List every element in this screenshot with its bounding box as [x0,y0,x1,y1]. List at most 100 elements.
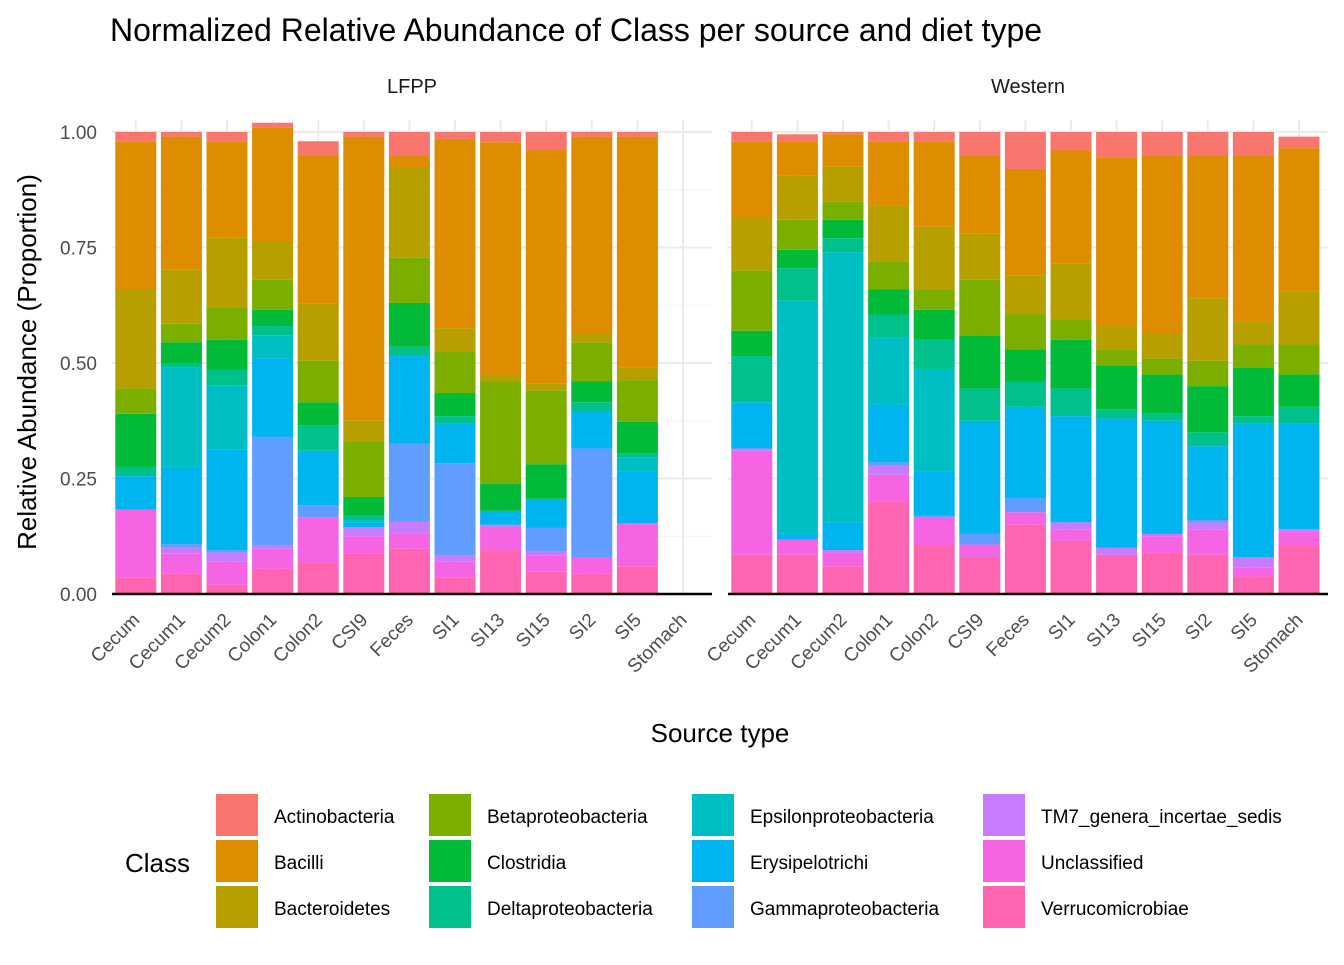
bar-segment-erysipelotrichi [206,449,248,551]
bar-segment-actinobacteria [343,132,385,137]
bar-segment-actinobacteria [1050,132,1092,151]
bar-segment-tm7-genera-incertae-sedis [868,465,910,475]
bar-segment-deltaproteobacteria [1232,416,1274,424]
x-tick-label: Colon2 [885,610,942,667]
bar-western-cecum1 [776,134,818,594]
legend-item: Deltaproteobacteria [429,886,653,928]
y-tick-label: 1.00 [60,123,97,144]
bar-segment-verrucomicrobiae [115,577,157,594]
bar-segment-bacilli [1187,155,1229,299]
bar-segment-actinobacteria [822,132,864,135]
legend-label: Actinobacteria [274,807,395,828]
legend-swatch [983,840,1025,882]
bar-segment-clostridia [822,219,864,239]
bar-segment-bacilli [115,141,157,291]
bar-segment-betaproteobacteria [480,381,522,485]
bar-segment-deltaproteobacteria [913,339,955,370]
bar-segment-bacteroidetes [1050,263,1092,320]
x-tick-label: Colon1 [224,610,281,667]
bar-segment-gammaproteobacteria [252,436,294,546]
x-tick-label: SI2 [1181,610,1216,645]
bar-segment-clostridia [1096,365,1138,410]
bar-segment-verrucomicrobiae [1096,554,1138,594]
legend-label: Unclassified [1041,853,1143,874]
bar-segment-tm7-genera-incertae-sedis [731,448,773,451]
y-tick-label: 0.25 [60,470,97,491]
legend-swatch [216,840,258,882]
x-tick-label: Feces [982,610,1033,661]
bar-segment-verrucomicrobiae [160,573,202,594]
bar-segment-verrucomicrobiae [388,548,430,594]
bar-segment-betaproteobacteria [1141,358,1183,375]
bar-segment-gammaproteobacteria [434,463,476,556]
bar-segment-deltaproteobacteria [1278,406,1320,424]
bar-segment-bacteroidetes [1187,298,1229,361]
bar-segment-clostridia [1232,367,1274,417]
bar-segment-actinobacteria [1141,132,1183,156]
bar-segment-unclassified [434,561,476,578]
legend-item: Bacteroidetes [216,886,390,928]
bar-segment-epsilonproteobacteria [206,385,248,450]
legend-label: Bacilli [274,853,324,874]
bar-segment-actinobacteria [206,132,248,142]
bar-segment-verrucomicrobiae [480,550,522,594]
bar-segment-verrucomicrobiae [776,554,818,594]
bar-segment-bacilli [616,136,658,368]
y-tick-label: 0.75 [60,239,97,260]
bar-segment-clostridia [297,402,339,426]
bar-segment-tm7-genera-incertae-sedis [1232,557,1274,568]
bar-segment-actinobacteria [571,132,613,137]
bar-segment-verrucomicrobiae [525,571,567,594]
bar-segment-erysipelotrichi [913,471,955,516]
bar-segment-bacilli [480,142,522,375]
bar-western-si15 [1141,132,1183,594]
legend: Actinobacteria Bacilli Bacteroidetes Betapr… [216,794,1282,928]
bar-segment-clostridia [913,309,955,340]
bar-segment-deltaproteobacteria [959,388,1001,421]
bar-segment-unclassified [1004,512,1046,525]
bar-segment-verrucomicrobiae [343,553,385,594]
bar-segment-deltaproteobacteria [822,238,864,253]
legend-swatch [216,886,258,928]
bar-segment-erysipelotrichi [1187,446,1229,521]
bar-segment-bacteroidetes [1141,332,1183,359]
bar-segment-gammaproteobacteria [1187,520,1229,523]
bar-segment-verrucomicrobiae [1050,540,1092,594]
bar-segment-unclassified [1278,531,1320,546]
bar-segment-actinobacteria [1232,132,1274,156]
bar-segment-betaproteobacteria [959,279,1001,336]
bar-western-si5 [1232,132,1274,594]
bar-segment-unclassified [1141,536,1183,553]
bar-western-feces [1004,132,1046,594]
bar-segment-bacteroidetes [616,367,658,381]
bar-lfpp-colon2 [297,141,339,594]
bar-segment-tm7-genera-incertae-sedis [480,524,522,528]
bar-segment-deltaproteobacteria [868,314,910,338]
bar-segment-betaproteobacteria [1050,319,1092,340]
bar-segment-unclassified [776,539,818,555]
bar-segment-bacilli [1050,150,1092,264]
legend-label: Deltaproteobacteria [487,899,653,920]
legend-item: Verrucomicrobiae [983,886,1189,928]
bar-western-si2 [1187,132,1229,594]
bar-segment-clostridia [115,413,157,467]
bar-segment-bacteroidetes [252,241,294,280]
bar-segment-deltaproteobacteria [1141,413,1183,421]
bar-segment-verrucomicrobiae [822,566,864,594]
bar-segment-epsilonproteobacteria [913,369,955,472]
bar-segment-bacilli [252,127,294,242]
bar-segment-clostridia [525,464,567,499]
bar-segment-clostridia [868,289,910,315]
bar-segment-verrucomicrobiae [1278,545,1320,594]
bar-segment-erysipelotrichi [525,498,567,528]
bar-segment-clostridia [959,335,1001,389]
bar-segment-bacteroidetes [913,226,955,290]
bar-lfpp-csi9 [343,132,385,594]
bar-segment-tm7-genera-incertae-sedis [252,545,294,549]
bar-segment-tm7-genera-incertae-sedis [1050,522,1092,530]
bar-segment-bacteroidetes [1096,326,1138,350]
bar-segment-clostridia [1141,374,1183,414]
legend-item: Bacilli [216,840,324,882]
bar-segment-bacteroidetes [434,328,476,352]
